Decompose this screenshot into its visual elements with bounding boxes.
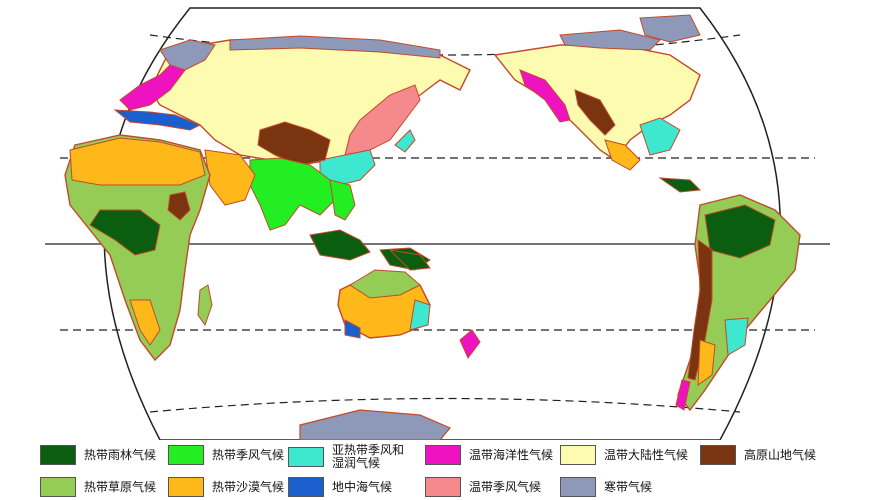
legend-item-temperate-marine: 温带海洋性气候: [425, 444, 553, 466]
legend-label: 寒带气候: [604, 479, 653, 494]
new-zealand: [459, 329, 481, 359]
greenland-cold: [639, 14, 701, 43]
legend-swatch: [700, 445, 736, 465]
legend-label: 高原山地气候: [744, 447, 817, 462]
legend-label: 热带雨林气候: [84, 447, 157, 462]
mexico-desert: [604, 139, 641, 171]
legend-item-temperate-monsoon: 温带季风气候: [425, 476, 541, 498]
legend-swatch: [560, 477, 596, 497]
legend-swatch: [168, 477, 204, 497]
legend-swatch: [560, 445, 596, 465]
climate-legend: 热带雨林气候 热带季风气候 亚热带季风和湿润气候 温带海洋性气候 温带大陆性气候…: [40, 444, 840, 498]
legend-item-highland: 高原山地气候: [700, 444, 816, 466]
maritime-asia-rainforest: [309, 229, 371, 261]
new-guinea: [388, 249, 431, 271]
legend-item-tropical-monsoon: 热带季风气候: [168, 444, 284, 466]
rocky-mountains: [574, 89, 616, 136]
legend-label: 热带沙漠气候: [212, 479, 285, 494]
antarctic-circle-line: [149, 397, 741, 413]
sa-subtropical: [724, 317, 749, 356]
legend-item-tropical-desert: 热带沙漠气候: [168, 476, 284, 498]
canada-cold-zone: [559, 29, 661, 51]
africa-rainforest: [89, 209, 161, 256]
east-asia-temperate-monsoon: [344, 84, 421, 156]
legend-label: 热带季风气候: [212, 447, 285, 462]
legend-label: 温带季风气候: [469, 479, 542, 494]
legend-swatch: [425, 477, 461, 497]
arabia-desert: [204, 149, 256, 206]
patagonia-desert: [697, 339, 716, 387]
legend-swatch: [425, 445, 461, 465]
tibet-plateau: [257, 121, 331, 166]
legend-label: 热带草原气候: [84, 479, 157, 494]
legend-item-subtropical-monsoon: 亚热带季风和湿润气候: [288, 444, 412, 470]
australia-southwest: [344, 319, 361, 339]
scandinavia-cold-zone: [159, 39, 216, 71]
legend-label: 温带大陆性气候: [604, 447, 689, 462]
legend-swatch: [40, 477, 76, 497]
ethiopia-highland: [167, 191, 191, 221]
legend-item-tropical-savanna: 热带草原气候: [40, 476, 156, 498]
legend-item-tropical-rainforest: 热带雨林气候: [40, 444, 156, 466]
legend-swatch: [288, 447, 324, 467]
central-america: [658, 177, 702, 193]
south-asia-monsoon: [249, 157, 336, 231]
legend-swatch: [40, 445, 76, 465]
legend-item-mediterranean: 地中海气候: [288, 476, 392, 498]
japan-islands: [394, 129, 416, 153]
legend-label: 地中海气候: [332, 479, 393, 494]
legend-item-polar: 寒带气候: [560, 476, 652, 498]
australia-east-subtropical: [409, 299, 431, 331]
australia-north-savanna: [349, 269, 421, 299]
antarctica-cold: [299, 409, 451, 440]
us-east-subtropical: [639, 117, 681, 156]
andes-mountains: [687, 238, 713, 381]
madagascar: [197, 284, 213, 327]
climate-world-map: [45, 7, 830, 440]
legend-label: 亚热带季风和湿润气候: [332, 443, 405, 470]
legend-swatch: [288, 477, 324, 497]
chile-marine: [675, 379, 691, 411]
arctic-cold-strip: [229, 35, 441, 59]
sahara-desert: [69, 137, 206, 186]
legend-item-temperate-continental: 温带大陆性气候: [560, 444, 688, 466]
indochina-monsoon: [329, 179, 356, 221]
mediterranean-europe: [113, 109, 202, 131]
na-west-coast-marine: [519, 69, 571, 123]
kalahari-desert: [129, 299, 161, 346]
legend-swatch: [168, 445, 204, 465]
legend-label: 温带海洋性气候: [469, 447, 554, 462]
